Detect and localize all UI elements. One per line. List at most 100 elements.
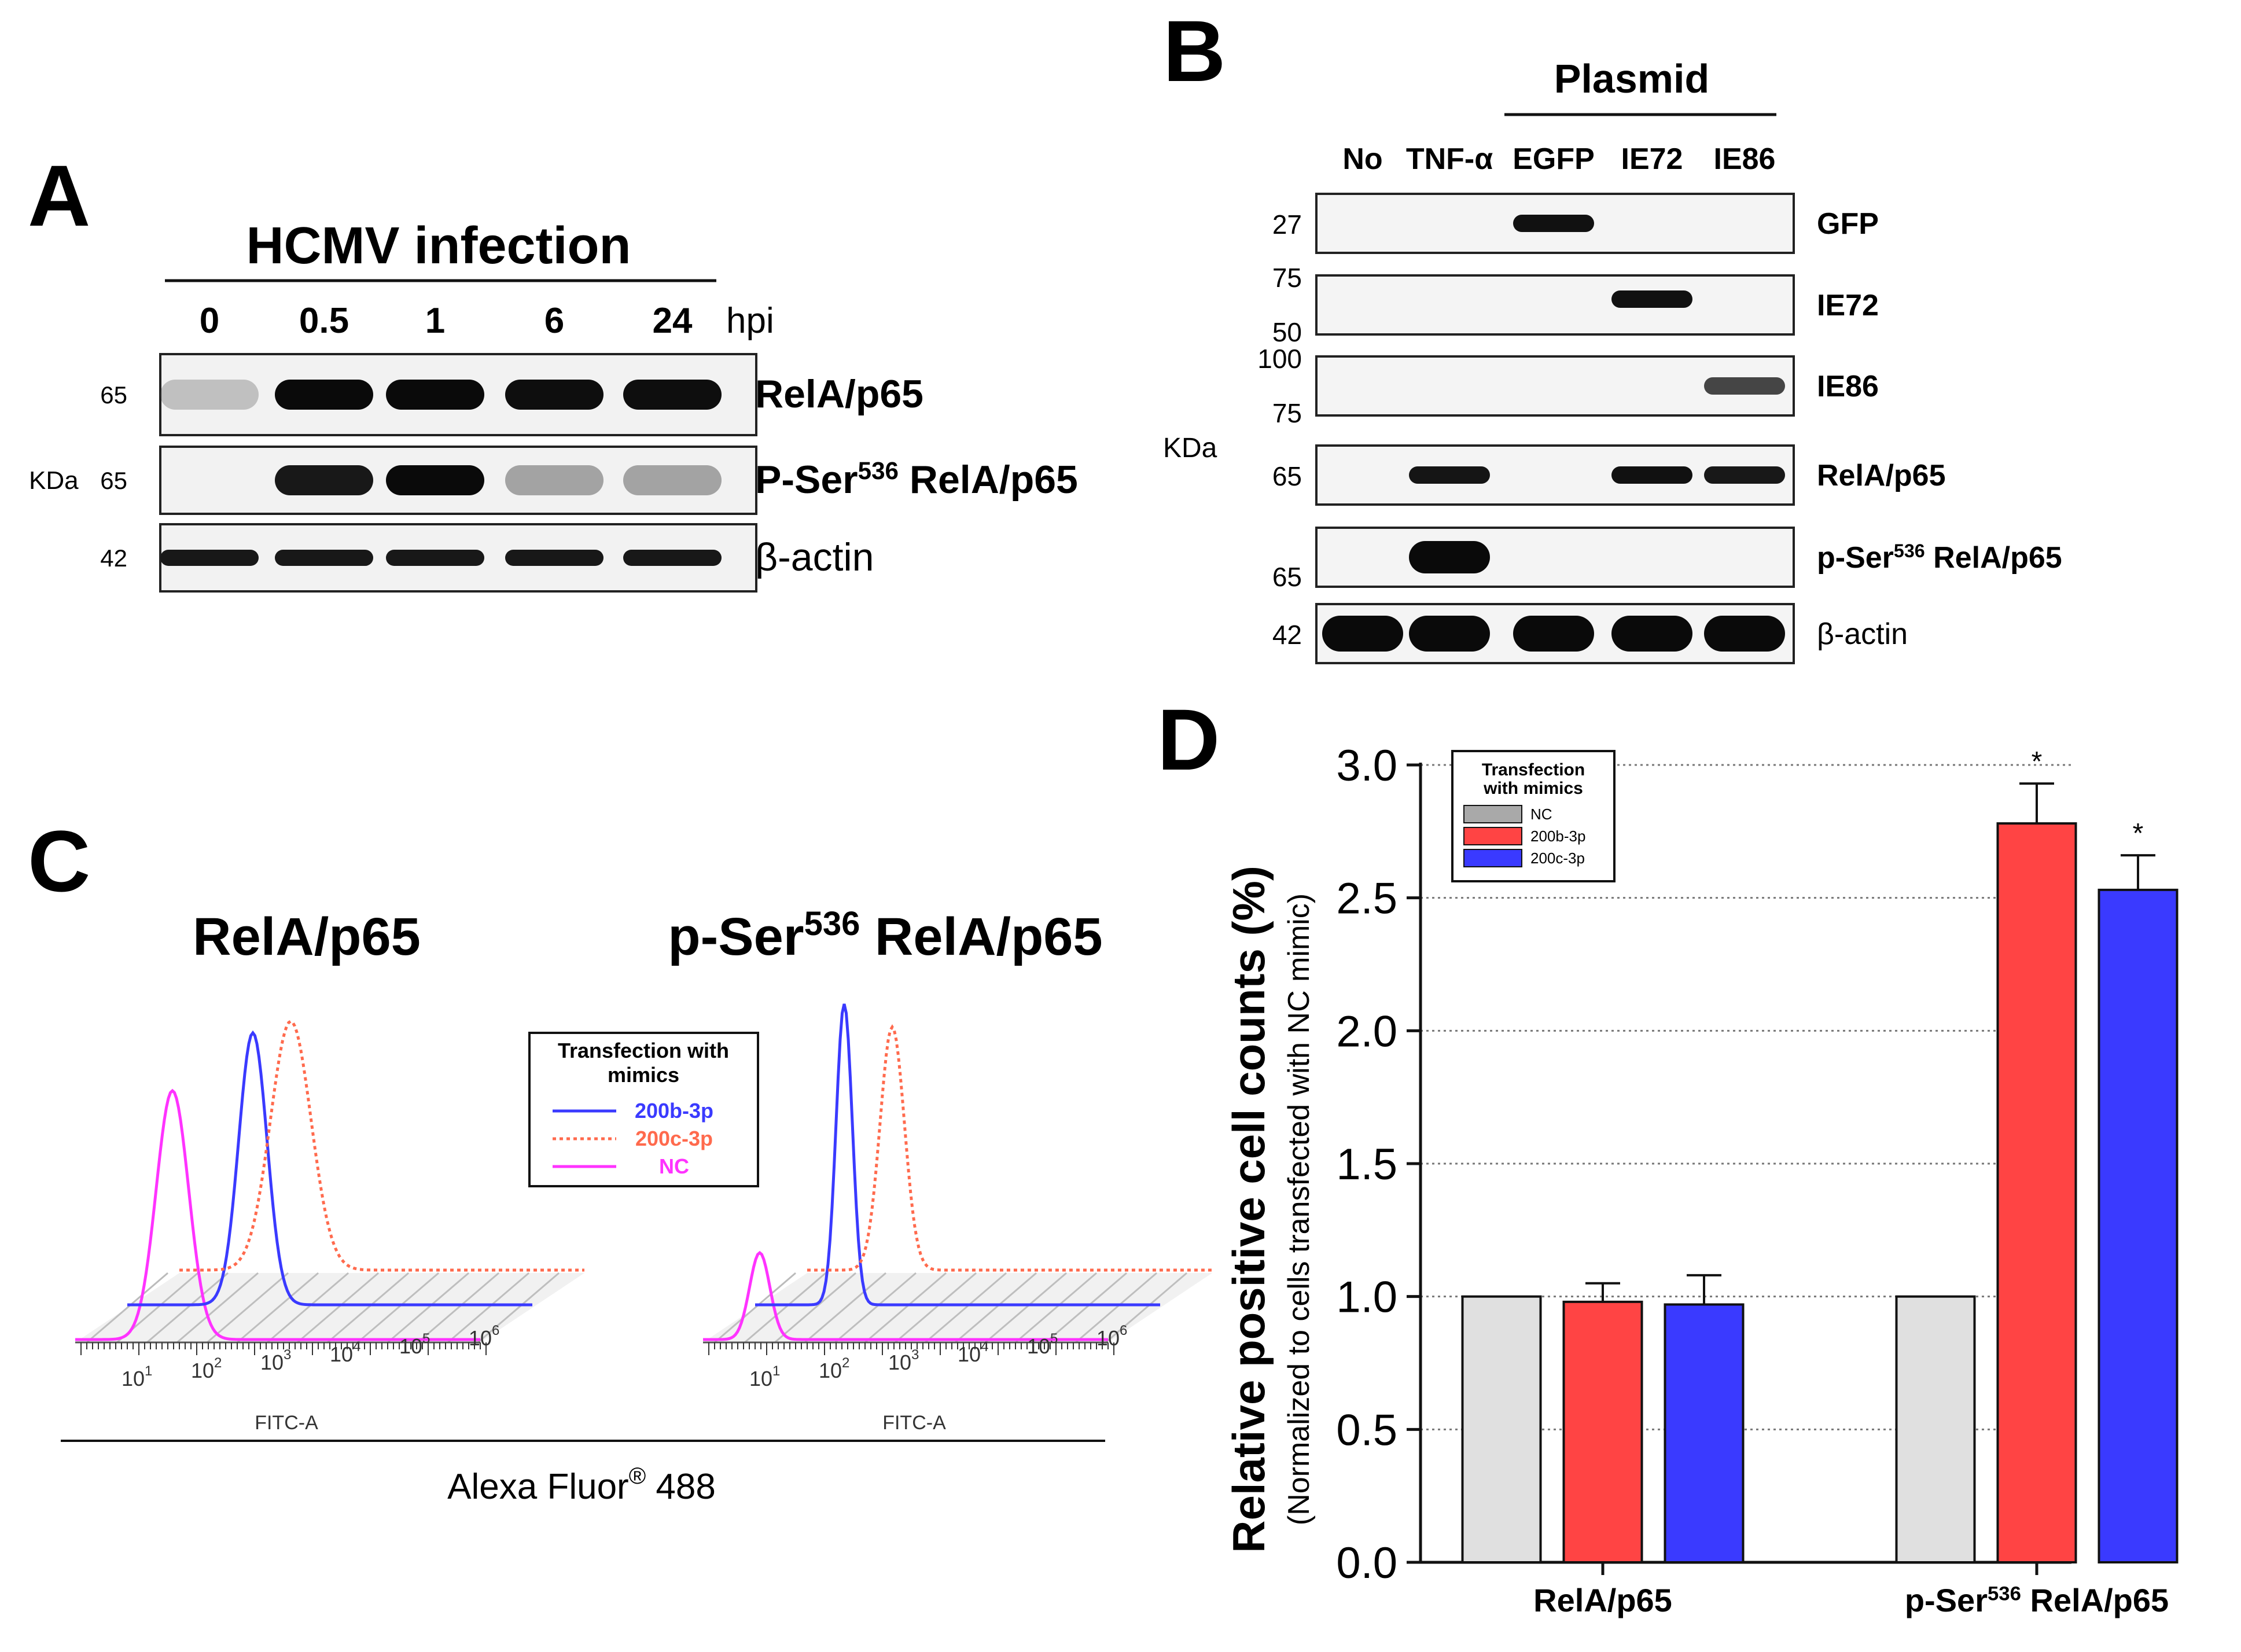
chart-ytick-label: 0.0 [1336, 1539, 1397, 1588]
b-lane-label: No [1342, 142, 1382, 176]
hist-grid-line [357, 1272, 439, 1344]
a-row-label-post: RelA/p65 [899, 458, 1078, 502]
hist-grid-line [1075, 1272, 1157, 1344]
panel-b-blots: 27 GFP 75 50 IE72 100 75 IE86 65 RelA/p65 65 p-Ser5… [1257, 193, 2062, 664]
histogram-left: 101 102 103 104 105 106 FITC-A [75, 1020, 584, 1434]
hist-grid-line [447, 1272, 529, 1344]
a-row-label-sup: 536 [858, 457, 899, 484]
hist-tick-exp: 5 [1050, 1331, 1058, 1346]
hist-curve [703, 1250, 1108, 1341]
hist-tick-label: 105 [1027, 1331, 1058, 1358]
hist-axis-label: FITC-A [882, 1412, 946, 1434]
panel-a-timepoints: 0 0.5 1 6 24 [200, 301, 693, 341]
a-row-label: P-Ser536 RelA/p65 [755, 457, 1078, 502]
a-band [386, 550, 484, 566]
chart-legend-title-2: with mimics [1483, 779, 1583, 798]
b-band [1409, 541, 1490, 573]
chart-legend-swatch [1463, 805, 1522, 823]
hist-tick-exp: 3 [284, 1347, 291, 1363]
hist-grid-line [1045, 1272, 1127, 1344]
chart-legend: Transfection with mimics NC 200b-3p 200c-3… [1451, 750, 1616, 882]
panel-a-title: HCMV infection [246, 217, 631, 275]
c-legend-label: 200b-3p [635, 1099, 713, 1123]
hist-grid-line [387, 1272, 469, 1344]
b-band [1611, 290, 1692, 308]
a-band [160, 380, 259, 410]
hist-grid-line [714, 1272, 796, 1344]
a-band [386, 380, 484, 410]
hist-curve [127, 1030, 532, 1307]
a-band [623, 380, 722, 410]
panel-c-legend-title-2: mimics [608, 1063, 679, 1087]
chart-xtick-label-pre: p-Ser [1905, 1582, 1988, 1618]
panel-b: B Plasmid No TNF-α EGFP IE72 IE86 KDa 27 GFP 7… [1163, 2, 2062, 664]
hist-grid-line [895, 1272, 977, 1344]
hist-tick-exp: 4 [353, 1339, 360, 1355]
chart-ytick-label: 3.0 [1336, 741, 1397, 790]
chart-legend-label: NC [1530, 805, 1552, 823]
b-blot-frame [1315, 274, 1795, 336]
b-mw-label: 27 [1272, 209, 1302, 240]
a-band [505, 550, 604, 566]
b-row-label: GFP [1817, 207, 1879, 241]
panel-c-legend-items: 200b-3p 200c-3p NC [553, 1099, 713, 1178]
a-band [505, 380, 604, 410]
chart-bar [1996, 822, 2077, 1563]
hist-grid-line [417, 1272, 499, 1344]
b-mw-label: 100 [1257, 344, 1302, 374]
a-band [505, 465, 604, 495]
b-band [1611, 466, 1692, 484]
hist-curve [807, 1024, 1212, 1272]
panel-c-title-left: RelA/p65 [193, 907, 421, 966]
chart-legend-title-1: Transfection [1482, 760, 1585, 779]
a-row-label-pre: P-Ser [755, 458, 858, 502]
hist-tick-exp: 1 [772, 1363, 780, 1379]
chart-legend-label: 200b-3p [1530, 827, 1585, 845]
b-band [1704, 466, 1785, 484]
a-band [275, 550, 373, 566]
hist-grid-line [237, 1272, 319, 1344]
chart-bar [1562, 1300, 1643, 1563]
b-band [1704, 377, 1785, 395]
b-band [1704, 616, 1785, 652]
c-legend-label: NC [659, 1154, 689, 1178]
hist-tick-label: 102 [191, 1355, 222, 1382]
panel-c: C RelA/p65 p-Ser536 RelA/p65 101 102 103 10… [28, 812, 1212, 1507]
hist-grid-line [864, 1272, 947, 1344]
hist-tick-label: 102 [819, 1355, 849, 1382]
a-mw-label: 65 [100, 467, 127, 494]
b-row-label: IE72 [1817, 289, 1879, 322]
hist-tick-exp: 1 [145, 1363, 152, 1379]
hist-grid-line [86, 1272, 168, 1344]
b-band [1409, 616, 1490, 652]
hist-tick-label: 104 [330, 1339, 360, 1366]
histogram-right: 101 102 103 104 105 106 FITC-A [703, 1003, 1212, 1434]
b-lane-label: IE72 [1621, 142, 1683, 176]
panel-c-footer: Alexa Fluor® 488 [447, 1463, 716, 1507]
b-row-label: RelA/p65 [1817, 459, 1946, 492]
panel-b-letter: B [1163, 2, 1226, 100]
a-band [275, 380, 373, 410]
b-band [1513, 616, 1594, 652]
hist-grid-line [176, 1272, 259, 1344]
chart-legend-swatch [1463, 827, 1522, 845]
chart-ytick-label: 1.0 [1336, 1273, 1397, 1322]
chart-bar [1664, 1303, 1745, 1564]
chart-ylabel-sub: (Normalized to cells transfected with NC… [1282, 893, 1316, 1525]
hist-tick-exp: 4 [981, 1339, 988, 1355]
panel-a-letter: A [28, 147, 90, 244]
b-row-label: IE86 [1817, 370, 1879, 403]
hist-grid-line [207, 1272, 289, 1344]
hist-grid-line [774, 1272, 856, 1344]
panel-a-blots: 65 RelA/p65 65 P-Ser536 RelA/p65 42 β-actin [100, 353, 1078, 593]
panel-b-lanes: No TNF-α EGFP IE72 IE86 [1342, 142, 1775, 176]
hist-tick-exp: 6 [1120, 1323, 1127, 1338]
hist-grid-line [267, 1272, 349, 1344]
chart-bar [1461, 1295, 1542, 1564]
chart-xtick-label-sup: 536 [1988, 1583, 2021, 1605]
a-band [623, 550, 722, 566]
b-lane-label: TNF-α [1406, 142, 1493, 176]
